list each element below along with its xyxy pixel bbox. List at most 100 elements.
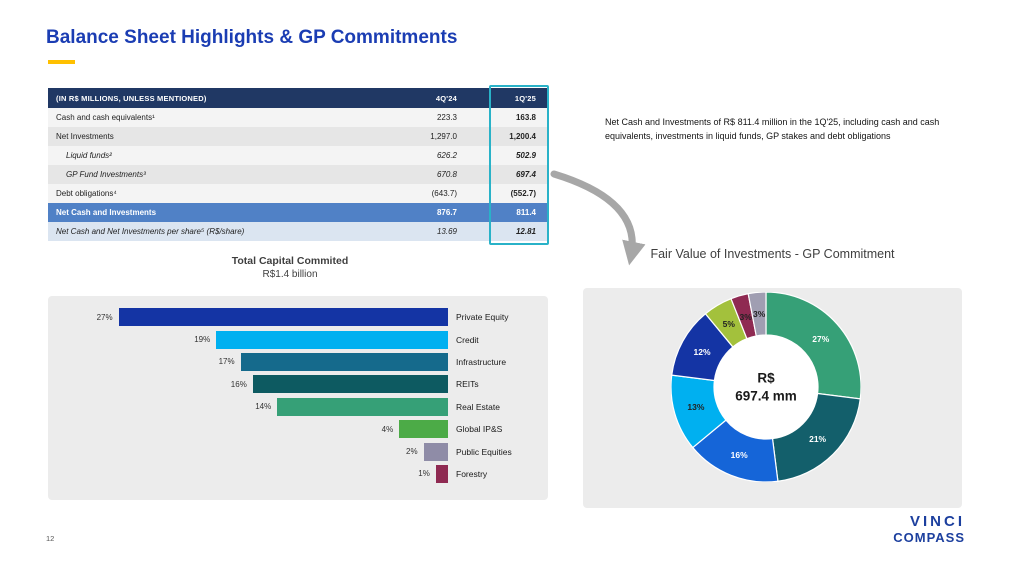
bar-category-label: Infrastructure [456, 356, 507, 367]
table-header-row: (IN R$ MILLIONS, UNLESS MENTIONED) 4Q'24… [48, 88, 548, 108]
donut-slice-label: 13% [687, 402, 705, 413]
donut-chart-title: Fair Value of Investments - GP Commitmen… [650, 247, 895, 261]
bar-category-label: Credit [456, 334, 479, 345]
bar [240, 352, 448, 371]
donut-center-label: R$ 697.4 mm [735, 369, 797, 404]
bar-value-label: 14% [255, 402, 272, 412]
donut-slice-label: 16% [730, 449, 748, 460]
bar-chart: 27% Private Equity 19% Credit 17% Infrastruct… [58, 306, 512, 485]
table-row: GP Fund Investments³ 670.8 697.4 [48, 165, 548, 184]
bar-track: 1% [58, 464, 448, 483]
bar-track: 27% [58, 308, 448, 327]
table-cell-label: Net Cash and Net Investments per share⁵ … [56, 227, 245, 236]
title-accent-bar [48, 60, 75, 64]
bar-row: 4% Global IP&S [58, 418, 512, 440]
bar-category-label: Public Equities [456, 446, 512, 457]
page-number: 12 [46, 534, 55, 543]
donut-slice-label: 3% [752, 309, 766, 320]
table-cell-4q24: (643.7) [431, 189, 457, 198]
table-cell-1q25: 502.9 [515, 151, 536, 160]
bar-row: 27% Private Equity [58, 306, 512, 328]
bar-chart-title: Total Capital Commited [231, 255, 349, 267]
donut-slice-label: 5% [722, 319, 735, 330]
table-header-4q24: 4Q'24 [435, 93, 457, 103]
bar-track: 4% [58, 420, 448, 439]
table-cell-1q25: 163.8 [515, 113, 536, 122]
table-row: Debt obligations⁴ (643.7) (552.7) [48, 184, 548, 203]
bar-value-label: 2% [406, 447, 418, 457]
bar-value-label: 17% [218, 357, 235, 367]
table-cell-label: Liquid funds² [66, 151, 112, 160]
bar-category-label: Forestry [456, 468, 488, 479]
bar [277, 397, 448, 416]
bar [435, 464, 448, 483]
table-cell-4q24: 13.69 [436, 227, 457, 236]
table-row: Net Cash and Investments 876.7 811.4 [48, 203, 548, 222]
table-cell-label: GP Fund Investments³ [66, 170, 146, 179]
donut-hole [714, 335, 818, 439]
bar [252, 375, 448, 394]
bar-track: 2% [58, 442, 448, 461]
bar [118, 308, 448, 327]
bar-row: 17% Infrastructure [58, 351, 512, 373]
table-cell-label: Cash and cash equivalents¹ [56, 113, 155, 122]
balance-sheet-table: (IN R$ MILLIONS, UNLESS MENTIONED) 4Q'24… [48, 88, 548, 241]
table-cell-4q24: 626.2 [436, 151, 457, 160]
bar-row: 1% Forestry [58, 463, 512, 485]
table-cell-1q25: 811.4 [516, 208, 536, 217]
bar-category-label: Real Estate [456, 401, 500, 412]
bar-track: 19% [58, 330, 448, 349]
logo-line-compass: COMPASS [893, 529, 965, 545]
bar-chart-subtitle: R$1.4 billion [262, 269, 318, 280]
donut-center-value: 697.4 mm [735, 388, 797, 403]
bar-track: 16% [58, 375, 448, 394]
donut-center-currency: R$ [757, 370, 775, 386]
bar [216, 330, 448, 349]
table-cell-4q24: 670.8 [436, 170, 457, 179]
bar-row: 16% REITs [58, 373, 512, 395]
bar-value-label: 4% [381, 424, 394, 434]
donut-slice-label: 3% [739, 311, 752, 322]
table-cell-4q24: 1,297.0 [430, 132, 457, 141]
table-header-label: (IN R$ MILLIONS, UNLESS MENTIONED) [56, 93, 207, 103]
donut-chart: 27% 21% 16% 13% 12% 5% 3% 3% R$ 697.4 mm [671, 292, 861, 482]
donut-slice-label: 12% [693, 346, 711, 357]
bar-category-label: Global IP&S [456, 424, 503, 435]
table-row: Net Cash and Net Investments per share⁵ … [48, 222, 548, 241]
table-cell-label: Debt obligations⁴ [56, 189, 117, 198]
table-cell-label: Net Cash and Investments [56, 208, 157, 217]
bar [399, 420, 448, 439]
table-cell-label: Net Investments [56, 132, 114, 141]
table-cell-1q25: 12.81 [515, 227, 536, 236]
table-row: Liquid funds² 626.2 502.9 [48, 146, 548, 165]
bar-row: 2% Public Equities [58, 440, 512, 462]
bar [423, 442, 448, 461]
bar-value-label: 1% [418, 469, 430, 479]
bar-row: 19% Credit [58, 328, 512, 350]
table-cell-4q24: 876.7 [436, 208, 457, 217]
vinci-compass-logo: VINCI COMPASS [893, 513, 965, 545]
bar-value-label: 16% [230, 379, 247, 389]
table-cell-1q25: 697.4 [515, 170, 536, 179]
table-row: Cash and cash equivalents¹ 223.3 163.8 [48, 108, 548, 127]
table-cell-1q25: (552.7) [510, 189, 536, 198]
bar-value-label: 27% [96, 312, 113, 322]
donut-slice-label: 21% [809, 433, 827, 444]
table-body: Cash and cash equivalents¹ 223.3 163.8 Net … [48, 108, 548, 241]
curved-arrow-icon [550, 170, 646, 266]
bar-category-label: REITs [456, 379, 479, 390]
table-row: Net Investments 1,297.0 1,200.4 [48, 127, 548, 146]
callout-text: Net Cash and Investments of R$ 811.4 mil… [605, 117, 940, 141]
table-cell-4q24: 223.3 [436, 113, 457, 122]
bar-value-label: 19% [194, 335, 211, 345]
donut-slice-label: 27% [812, 333, 830, 344]
bar-track: 14% [58, 397, 448, 416]
page-title: Balance Sheet Highlights & GP Commitment… [46, 27, 458, 48]
table-header-1q25: 1Q'25 [514, 93, 536, 103]
donut-chart-svg [671, 292, 861, 482]
bar-category-label: Private Equity [456, 312, 509, 323]
logo-line-vinci: VINCI [909, 513, 965, 530]
table-cell-1q25: 1,200.4 [509, 132, 536, 141]
bar-row: 14% Real Estate [58, 396, 512, 418]
